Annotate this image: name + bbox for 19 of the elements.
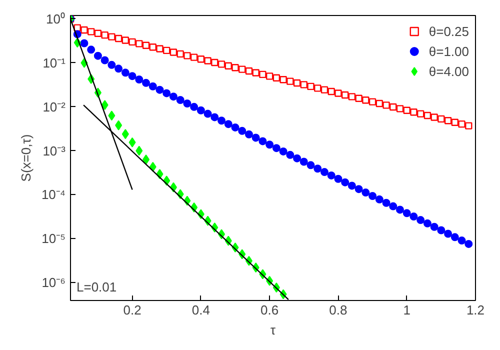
y-tick-label: 10⁻³: [42, 143, 66, 158]
legend-label: θ=4.00: [428, 64, 469, 78]
annotation: L=0.01: [76, 280, 117, 294]
legend-label: θ=1.00: [428, 44, 469, 58]
x-tick-label: 1: [403, 302, 410, 318]
x-tick-label: 0.2: [123, 302, 142, 318]
y-tick-label: 10⁻²: [42, 99, 66, 114]
legend-label: θ=0.25: [428, 24, 469, 38]
y-tick-label: 10⁻⁴: [41, 187, 66, 202]
y-tick-label: 10⁻⁶: [42, 275, 66, 290]
x-tick-label: 1.2: [466, 302, 485, 318]
y-tick-label: 10⁻⁵: [42, 231, 66, 246]
x-tick-label: 0.8: [329, 302, 348, 318]
y-tick-label: 10⁻¹: [42, 55, 66, 70]
x-axis-title: τ: [270, 322, 276, 338]
y-tick-label: 10⁰: [46, 11, 66, 26]
x-tick-label: 0.4: [192, 302, 210, 318]
x-tick-label: 0.6: [260, 302, 279, 318]
y-axis-title: S(x=0,τ): [18, 134, 34, 182]
